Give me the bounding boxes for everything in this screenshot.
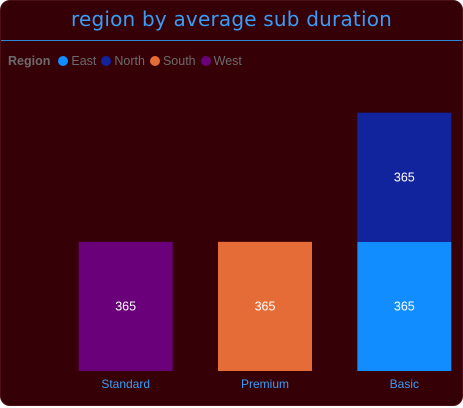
legend-item-south[interactable]: South (149, 54, 196, 68)
legend: Region East North South West (8, 53, 247, 69)
legend-swatch-south (149, 56, 160, 66)
legend-label-west: West (213, 54, 242, 68)
bar-basic-north[interactable] (357, 112, 452, 242)
legend-item-east[interactable]: East (58, 54, 96, 68)
legend-swatch-east (58, 56, 69, 66)
legend-swatch-west (200, 56, 211, 66)
chart-title: region by average sub duration (70, 7, 393, 31)
data-label-basic-north: 365 (394, 170, 415, 184)
x-tick-label-basic: Basic (390, 377, 419, 391)
legend-swatch-north (101, 56, 112, 66)
legend-item-west[interactable]: West (200, 54, 242, 68)
bar-standard-west[interactable] (78, 241, 173, 371)
data-label-basic-east: 365 (394, 299, 415, 313)
x-tick-label-standard: Standard (101, 377, 150, 391)
legend-item-north[interactable]: North (101, 54, 145, 68)
x-tick-label-premium: Premium (241, 377, 289, 391)
legend-label-east: East (71, 54, 97, 68)
bar-premium-south[interactable] (218, 241, 312, 371)
legend-label-north: North (114, 54, 145, 68)
title-divider (1, 40, 462, 41)
bar-basic-east[interactable] (357, 241, 452, 371)
data-label-premium-south: 365 (255, 299, 276, 313)
data-label-standard-west: 365 (115, 299, 136, 313)
legend-label-south: South (162, 54, 196, 68)
legend-title: Region (8, 54, 51, 68)
